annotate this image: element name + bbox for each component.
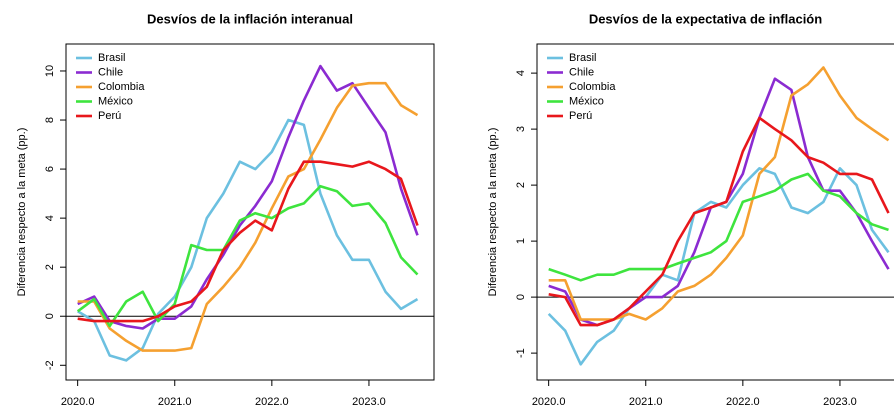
y-tick-label: 1 (515, 238, 527, 244)
plot-box (536, 43, 894, 381)
y-tick-label: -2 (44, 360, 56, 370)
series-line (77, 160, 419, 323)
legend-label: Chile (98, 66, 123, 78)
y-tick-label: 0 (515, 294, 527, 300)
x-tick-label: 2022.0 (255, 396, 289, 408)
chart: Desvíos de la inflación interanual Difere… (16, 11, 435, 408)
series-line (548, 77, 890, 327)
legend-label: Chile (569, 66, 594, 78)
y-tick-label: 4 (515, 70, 527, 76)
y-tick-label: 10 (44, 65, 56, 77)
y-tick-label: 6 (44, 166, 56, 172)
chart: Desvíos de la expectativa de inflación Di… (487, 11, 894, 408)
x-tick-label: 2023.0 (352, 396, 386, 408)
x-tick-label: 2022.0 (726, 396, 760, 408)
legend-label: Colombia (569, 81, 616, 93)
x-tick-label: 2023.0 (823, 396, 857, 408)
chart-title: Desvíos de la inflación interanual (147, 11, 353, 26)
series-line (548, 66, 890, 321)
x-tick-label: 2021.0 (629, 396, 663, 408)
series-line (77, 118, 419, 362)
legend-label: Perú (98, 110, 121, 122)
x-tick-label: 2020.0 (532, 396, 566, 408)
legend-label: Perú (569, 110, 592, 122)
y-tick-label: 3 (515, 126, 527, 132)
legend: Brasil Chile Colombia México Perú (76, 52, 145, 122)
y-axis-label: Diferencia respecto a la meta (pp.) (16, 128, 28, 297)
x-tick-label: 2021.0 (158, 396, 192, 408)
legend-label: Brasil (98, 52, 126, 64)
y-tick-label: -1 (515, 348, 527, 358)
legend-label: México (569, 95, 604, 107)
y-tick-label: 0 (44, 313, 56, 319)
series-line (548, 172, 889, 282)
series-line (548, 116, 890, 327)
y-tick-label: 8 (44, 117, 56, 123)
y-tick-label: 2 (515, 182, 527, 188)
plot-box (65, 43, 435, 381)
y-tick-label: 2 (44, 264, 56, 270)
series-line (76, 184, 419, 328)
x-tick-label: 2020.0 (61, 396, 95, 408)
chart-title: Desvíos de la expectativa de inflación (589, 11, 822, 26)
y-tick-label: 4 (44, 215, 56, 221)
legend-label: México (98, 95, 133, 107)
series-line (77, 81, 419, 352)
legend-label: Brasil (569, 52, 597, 64)
legend: Brasil Chile Colombia México Perú (547, 52, 616, 122)
y-axis-label: Diferencia respecto a la meta (pp.) (487, 128, 499, 297)
legend-label: Colombia (98, 81, 145, 93)
